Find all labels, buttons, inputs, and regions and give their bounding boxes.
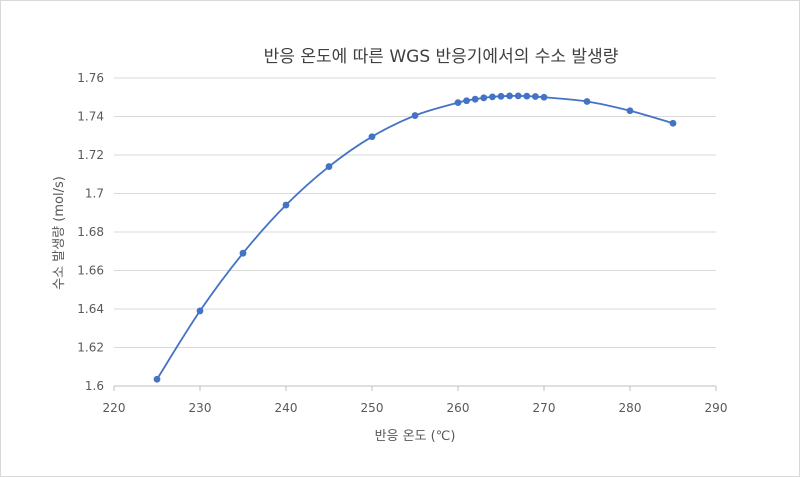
x-tick-label: 260 <box>447 401 470 415</box>
data-point <box>514 92 522 100</box>
y-tick-label: 1.76 <box>77 71 104 85</box>
data-point <box>368 133 376 141</box>
y-axis-label: 수소 발생량 (mol/s) <box>52 176 67 290</box>
series-line <box>156 94 674 380</box>
y-tick-label: 1.64 <box>77 302 104 316</box>
data-point <box>282 201 290 209</box>
x-tick-label: 280 <box>619 401 642 415</box>
y-tick-label: 1.66 <box>77 264 104 278</box>
x-tick-label: 220 <box>103 401 126 415</box>
data-point <box>626 107 634 115</box>
x-tick-label: 240 <box>275 401 298 415</box>
data-point <box>480 94 488 102</box>
y-tick-label: 1.72 <box>77 148 104 162</box>
gridlines <box>114 77 716 348</box>
y-tick-labels: 1.6 1.62 1.64 1.66 1.68 1.7 1.72 1.74 1.76 <box>77 71 104 393</box>
x-tick-label: 230 <box>189 401 212 415</box>
y-tick-label: 1.74 <box>77 110 104 124</box>
data-point <box>532 93 539 100</box>
data-point <box>669 119 677 127</box>
data-point <box>153 375 161 383</box>
x-axis-label: 반응 온도 (℃) <box>375 429 456 444</box>
data-point <box>454 99 462 107</box>
data-series <box>153 92 677 383</box>
x-tick-label: 270 <box>533 401 556 415</box>
x-tick-label: 290 <box>705 401 728 415</box>
x-tick-label: 250 <box>361 401 384 415</box>
y-tick-label: 1.68 <box>77 225 104 239</box>
y-tick-label: 1.7 <box>85 187 104 201</box>
axes <box>113 385 717 391</box>
y-tick-label: 1.6 <box>85 379 104 393</box>
data-point <box>239 249 247 257</box>
data-point <box>583 98 591 105</box>
data-point <box>540 93 548 101</box>
data-point <box>411 112 419 119</box>
data-point <box>497 92 505 100</box>
data-point <box>523 92 531 100</box>
chart-title: 반응 온도에 따른 WGS 반응기에서의 수소 발생량 <box>264 47 619 67</box>
y-tick-label: 1.62 <box>77 341 104 355</box>
data-point <box>489 93 496 101</box>
x-tick-labels: 220 230 240 250 260 270 280 290 <box>103 401 728 415</box>
data-point <box>506 92 513 100</box>
data-point <box>196 307 204 315</box>
data-point <box>471 95 479 103</box>
data-point <box>325 163 333 170</box>
data-point <box>463 97 470 105</box>
